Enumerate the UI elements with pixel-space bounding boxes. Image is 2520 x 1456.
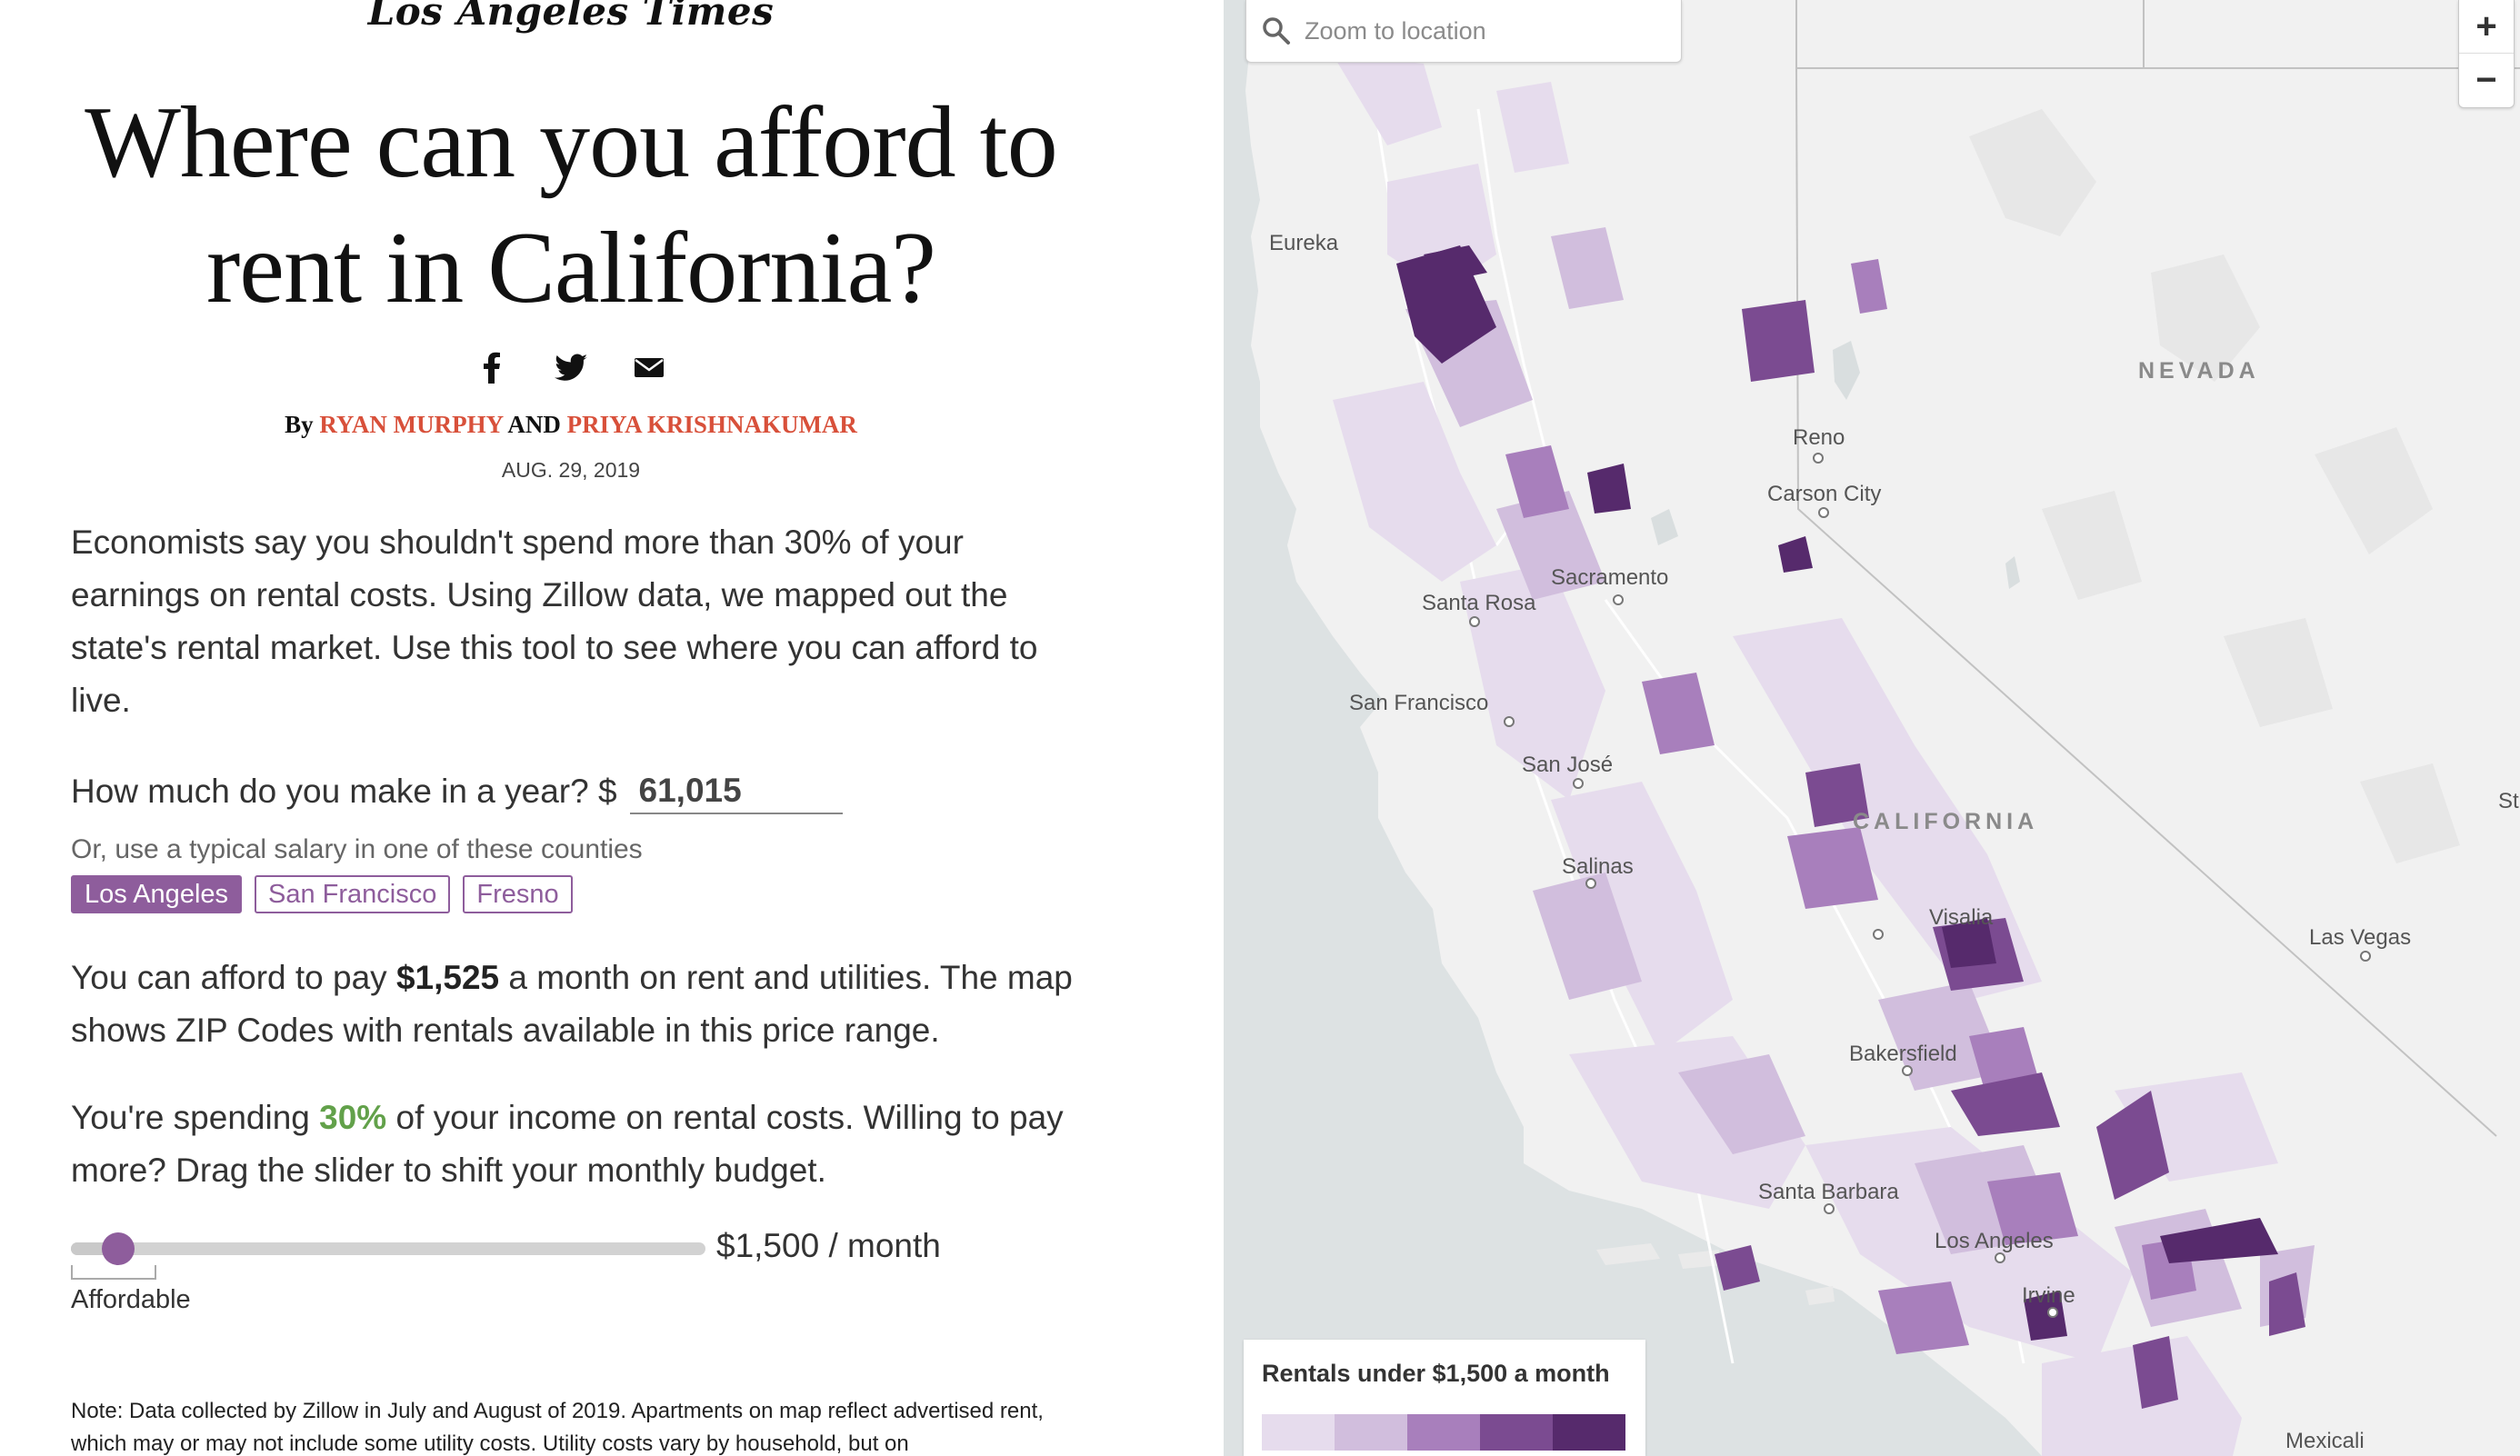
city-dot-san-francisco xyxy=(1504,716,1515,727)
counties-prompt: Or, use a typical salary in one of these… xyxy=(71,834,643,864)
salary-input[interactable] xyxy=(629,769,843,814)
budget-slider-handle[interactable] xyxy=(102,1232,135,1265)
map-label-san-jose: San José xyxy=(1522,753,1614,777)
email-icon[interactable] xyxy=(629,347,669,387)
city-dot-reno xyxy=(1813,453,1824,464)
county-button-san-francisco[interactable]: San Francisco xyxy=(255,875,451,913)
budget-slider-value: $1,500 / month xyxy=(716,1227,941,1264)
byline: By RYAN MURPHY AND PRIYA KRISHNAKUMAR xyxy=(0,411,1142,439)
county-button-los-angeles[interactable]: Los Angeles xyxy=(71,875,243,913)
salary-row: How much do you make in a year? $ xyxy=(71,765,843,818)
byline-prefix: By xyxy=(285,411,314,438)
map-label-bakersfield: Bakersfield xyxy=(1849,1042,1957,1066)
search-icon xyxy=(1261,15,1292,46)
byline-joiner: AND xyxy=(507,411,561,438)
map-label-santa-barbara: Santa Barbara xyxy=(1758,1180,1899,1204)
city-dot-carson-city xyxy=(1818,507,1829,518)
city-dot-santa-rosa xyxy=(1469,616,1480,627)
map-label-eureka: Eureka xyxy=(1269,231,1339,255)
spending-suffix: of your income on rental costs. Willing … xyxy=(71,1099,1064,1189)
legend-title: Rentals under $1,500 a month xyxy=(1262,1360,1610,1387)
map-label-los-angeles: Los Angeles xyxy=(1935,1229,2054,1253)
publish-date: AUG. 29, 2019 xyxy=(501,458,641,482)
zoom-controls: + − xyxy=(2458,0,2515,108)
legend-swatches xyxy=(1262,1414,1625,1451)
zoom-in-button[interactable]: + xyxy=(2475,5,2497,46)
page-title: Where can you afford to rent in Californ… xyxy=(85,86,1058,324)
location-search-input[interactable] xyxy=(1303,15,1670,46)
affordable-label: Affordable xyxy=(71,1285,191,1314)
map-label-edge-fragment: St xyxy=(2498,789,2519,813)
afford-suffix: a month on rent and utilities. The map s… xyxy=(71,959,1073,1049)
map-label-visalia: Visalia xyxy=(1929,905,1994,930)
map-basemap[interactable] xyxy=(1224,0,2520,1456)
twitter-icon[interactable] xyxy=(551,347,591,387)
spending-percent: 30% xyxy=(319,1099,387,1136)
city-dot-irvine xyxy=(2047,1307,2058,1318)
city-dot-las-vegas xyxy=(2360,951,2371,962)
city-dot-sacramento xyxy=(1613,594,1624,605)
city-dot-san-jose xyxy=(1573,778,1584,789)
map-label-sacramento: Sacramento xyxy=(1551,565,1669,590)
map-label-california: CALIFORNIA xyxy=(1853,809,2039,834)
legend-swatch-5 xyxy=(1553,1414,1625,1451)
map-legend: Rentals under $1,500 a month xyxy=(1244,1340,1645,1456)
city-dot-visalia xyxy=(1873,929,1884,940)
city-dot-santa-barbara xyxy=(1824,1203,1835,1214)
map-label-carson-city: Carson City xyxy=(1767,482,1882,506)
map-label-las-vegas: Las Vegas xyxy=(2309,925,2412,950)
legend-swatch-4 xyxy=(1480,1414,1553,1451)
legend-swatch-2 xyxy=(1335,1414,1407,1451)
map-label-mexicali: Mexicali xyxy=(2285,1429,2365,1453)
map-label-reno: Reno xyxy=(1793,425,1845,450)
map-label-san-francisco: San Francisco xyxy=(1349,691,1489,715)
location-search xyxy=(1245,0,1682,63)
article-panel: Los Angeles Times Where can you afford t… xyxy=(0,0,1224,1456)
facebook-icon[interactable] xyxy=(473,347,513,387)
afford-prefix: You can afford to pay xyxy=(71,959,387,996)
affordable-range-marker xyxy=(71,1265,156,1280)
spending-paragraph: You're spending 30% of your income on re… xyxy=(71,1092,1098,1197)
zoom-out-button[interactable]: − xyxy=(2459,53,2514,106)
author-link-1[interactable]: RYAN MURPHY xyxy=(319,411,504,438)
city-dot-salinas xyxy=(1585,878,1596,889)
afford-paragraph: You can afford to pay $1,525 a month on … xyxy=(71,952,1098,1057)
intro-paragraph: Economists say you shouldn't spend more … xyxy=(71,524,1038,719)
author-link-2[interactable]: PRIYA KRISHNAKUMAR xyxy=(566,411,857,438)
site-logo[interactable]: Los Angeles Times xyxy=(367,0,775,34)
map-label-salinas: Salinas xyxy=(1562,854,1634,879)
city-dot-los-angeles xyxy=(1995,1252,2005,1263)
spending-prefix: You're spending xyxy=(71,1099,310,1136)
city-dot-bakersfield xyxy=(1902,1065,1913,1076)
county-buttons: Los Angeles San Francisco Fresno xyxy=(71,875,573,913)
legend-swatch-1 xyxy=(1262,1414,1335,1451)
data-note: Note: Data collected by Zillow in July a… xyxy=(71,1399,1044,1456)
map-label-nevada: NEVADA xyxy=(2138,358,2260,384)
share-bar xyxy=(473,347,669,387)
legend-swatch-3 xyxy=(1407,1414,1480,1451)
salary-question: How much do you make in a year? $ xyxy=(71,773,617,810)
map-label-irvine: Irvine xyxy=(2022,1283,2075,1308)
county-button-fresno[interactable]: Fresno xyxy=(463,875,573,913)
rental-map[interactable]: NEVADA CALIFORNIA Eureka Reno Carson Cit… xyxy=(1224,0,2520,1456)
map-label-santa-rosa: Santa Rosa xyxy=(1422,591,1536,615)
budget-slider-track[interactable] xyxy=(71,1232,705,1265)
afford-amount: $1,525 xyxy=(395,959,500,996)
